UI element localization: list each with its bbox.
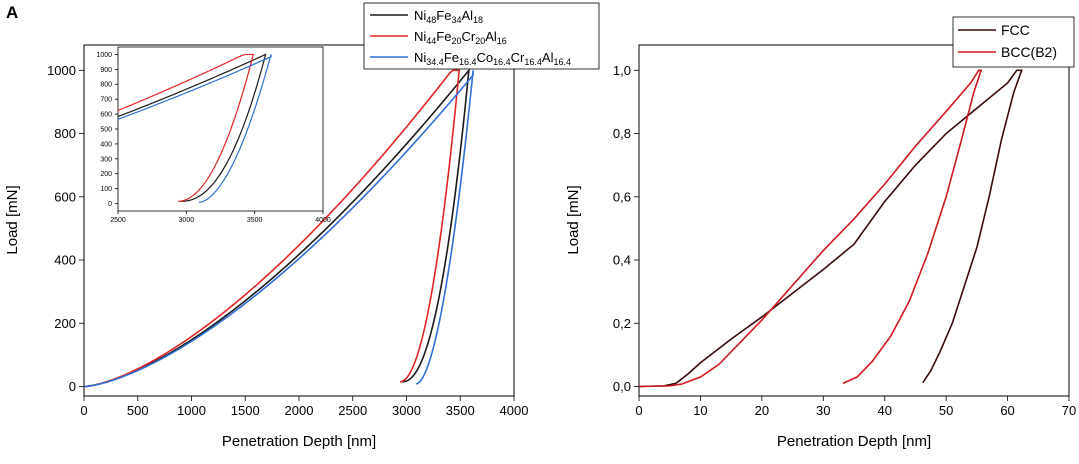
inset-ytick-label: 900 [100, 67, 112, 74]
panel-a-series-Ni34.4Fe16.4Co16.4Cr16.4Al16.4 [83, 70, 474, 388]
inset-ytick-label: 200 [100, 171, 112, 178]
panel-b-legend: FCC BCC(B2) [952, 16, 1075, 68]
inset-ytick-label: 600 [100, 112, 112, 119]
panel-a-legend: Ni48Fe34Al18 Ni44Fe20Cr20Al16 Ni34.4Fe16.4… [363, 2, 600, 70]
panel-a-ytick-label: 600 [54, 189, 76, 204]
panel-a: 0 500 1000 1500 2000 2500 3000 3500 400002004006… [4, 2, 600, 450]
legend-a-label: Ni44Fe20Cr20Al16 [414, 29, 507, 46]
panel-a-ytick-label: 1000 [47, 63, 76, 78]
panel-b-xtick-label: 0 [635, 403, 642, 418]
panel-label-a: A [6, 3, 18, 22]
panel-a-xtick-label: 500 [127, 403, 149, 418]
panel-a-xtick-label: 2000 [285, 403, 314, 418]
panel-b-series-BCC(B2) [638, 69, 983, 388]
panel-a-xlabel: Penetration Depth [nm] [222, 433, 376, 450]
legend-a-label: Ni48Fe34Al18 [414, 8, 483, 25]
panel-b-series-FCC [638, 69, 1023, 388]
panel-a-inset: 2500 3000 3500 4000 0 100 200 300 400 500 600 700 80… [96, 46, 331, 224]
panel-b-ytick-label: 1,0 [613, 63, 631, 78]
panel-a-xtick-label: 1500 [231, 403, 260, 418]
panel-a-xtick-label: 2500 [338, 403, 367, 418]
panel-b-ytick-label: 0,4 [613, 253, 631, 268]
panel-b-ytick-label: 0,8 [613, 126, 631, 141]
panel-a-ytick-label: 400 [54, 253, 76, 268]
panel-a-xtick-label: 1000 [177, 403, 206, 418]
inset-series-Ni34.4Fe16.4Co16.4Cr16.4Al16.4 [118, 54, 272, 203]
panel-b-xtick-label: 40 [877, 403, 891, 418]
panel-b-xtick-label: 30 [816, 403, 830, 418]
panel-b-xtick-label: 20 [755, 403, 769, 418]
panel-b-xtick-label: 60 [1000, 403, 1014, 418]
panel-b-xlabel: Penetration Depth [nm] [777, 433, 931, 450]
inset-ytick-label: 300 [100, 156, 112, 163]
panel-b-ytick-label: 0,6 [613, 189, 631, 204]
panel-b-xtick-label: 50 [939, 403, 953, 418]
inset-ytick-label: 800 [100, 82, 112, 89]
panel-a-ylabel: Load [mN] [4, 185, 21, 254]
panel-a-xtick-label: 0 [80, 403, 87, 418]
panel-a-xtick-label: 3000 [392, 403, 421, 418]
panel-a-series-Ni48Fe34Al18 [83, 67, 470, 388]
panel-b-ytick-label: 0,2 [613, 316, 631, 331]
panel-a-xtick-label: 4000 [500, 403, 529, 418]
legend-a-label: Ni34.4Fe16.4Co16.4Cr16.4Al16.4 [414, 50, 571, 67]
legend-b-label: FCC [1001, 22, 1030, 38]
panel-b-ylabel: Load [mN] [565, 185, 582, 254]
inset-series-Ni48Fe34Al18 [118, 53, 267, 202]
legend-b-frame [952, 16, 1075, 68]
panel-b: 0 10 20 30 40 50 60 70 0,0 0,2 0,4 0,6 0,8 1,0 Penetr… [565, 16, 1076, 450]
inset-ytick-label: 0 [108, 201, 112, 208]
panel-a-ytick-label: 800 [54, 126, 76, 141]
panel-b-frame [638, 44, 1070, 397]
panel-b-ytick-label: 0,0 [613, 379, 631, 394]
inset-ytick-label: 400 [100, 141, 112, 148]
inset-ytick-label: 100 [100, 186, 112, 193]
panel-a-ytick-label: 200 [54, 316, 76, 331]
panel-a-series-Ni44Fe20Cr20Al16 [83, 69, 461, 388]
inset-frame [117, 46, 324, 212]
inset-ytick-label: 500 [100, 126, 112, 133]
inset-xtick-label: 3000 [179, 217, 195, 224]
inset-xtick-label: 4000 [315, 217, 331, 224]
panel-b-xtick-label: 10 [693, 403, 707, 418]
inset-ytick-label: 1000 [96, 52, 112, 59]
inset-xtick-label: 3500 [247, 217, 263, 224]
inset-xtick-label: 2500 [110, 217, 126, 224]
legend-b-label: BCC(B2) [1001, 44, 1057, 60]
panel-a-xtick-label: 3500 [446, 403, 475, 418]
inset-ytick-label: 700 [100, 97, 112, 104]
panel-a-ytick-label: 0 [69, 379, 76, 394]
panel-b-xtick-label: 70 [1062, 403, 1076, 418]
